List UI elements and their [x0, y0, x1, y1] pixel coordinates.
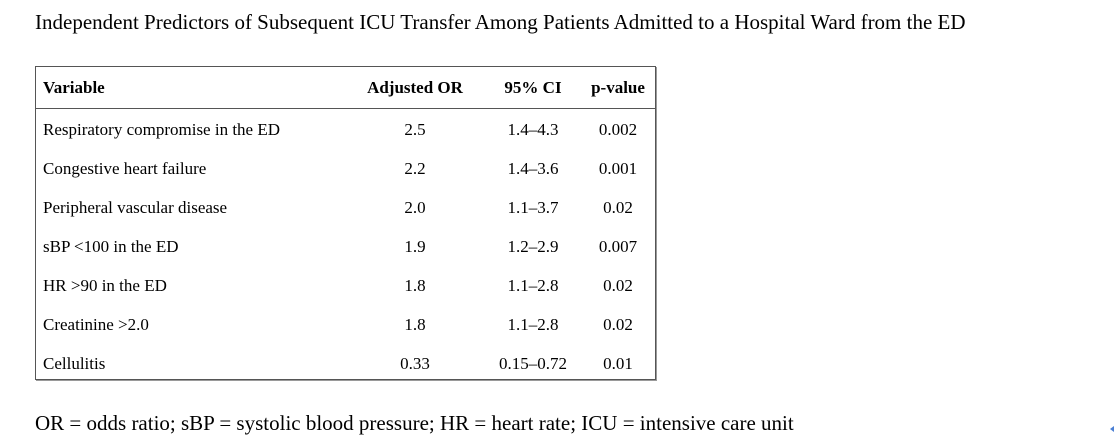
cell-adjusted-or: 2.5	[404, 120, 426, 140]
cell-variable: Peripheral vascular disease	[43, 198, 228, 218]
cell-adjusted-or: 1.9	[404, 237, 426, 257]
header-ci: 95% CI	[485, 67, 581, 109]
table-row: Cellulitis 0.33 0.15–0.72 0.01	[36, 344, 655, 383]
cell-p-value: 0.02	[603, 314, 633, 334]
header-p-value: p-value	[581, 67, 655, 109]
table-title: Independent Predictors of Subsequent ICU…	[35, 10, 966, 34]
cell-adjusted-or: 1.8	[404, 276, 426, 295]
cell-p-value: 0.002	[598, 120, 638, 140]
cell-adjusted-or: 0.33	[400, 353, 430, 373]
cell-p-value: 0.001	[598, 159, 638, 179]
cell-p-value: 0.01	[603, 353, 633, 373]
table-footnote: OR = odds ratio; sBP = systolic blood pr…	[35, 411, 794, 435]
cell-variable: Cellulitis	[43, 353, 106, 373]
table-row: sBP <100 in the ED 1.9 1.2–2.9 0.007	[36, 228, 655, 267]
cell-ci: 1.1–3.7	[507, 198, 559, 218]
table-row: HR >90 in the ED 1.8 1.1–2.8 0.02	[36, 267, 655, 306]
cell-adjusted-or: 2.2	[404, 159, 426, 179]
cell-adjusted-or: 2.0	[404, 198, 426, 218]
cell-variable: Respiratory compromise in the ED	[43, 120, 281, 140]
cell-ci: 1.4–4.3	[507, 120, 559, 140]
cell-p-value: 0.007	[598, 237, 638, 257]
cell-variable: Creatinine >2.0	[43, 314, 149, 334]
cell-variable: Congestive heart failure	[43, 159, 207, 179]
cell-ci: 1.2–2.9	[507, 237, 559, 257]
table-row: Congestive heart failure 2.2 1.4–3.6 0.0…	[36, 150, 655, 189]
cell-ci: 1.1–2.8	[507, 314, 559, 334]
cell-variable: HR >90 in the ED	[43, 276, 167, 295]
table-row: Respiratory compromise in the ED 2.5 1.4…	[36, 109, 655, 150]
cell-p-value: 0.02	[603, 198, 633, 218]
header-variable: Variable	[36, 67, 345, 109]
header-row: Variable Adjusted OR 95% CI p-value	[36, 67, 655, 109]
header-adjusted-or: Adjusted OR	[345, 67, 485, 109]
cell-ci: 1.4–3.6	[507, 159, 559, 179]
cell-variable: sBP <100 in the ED	[43, 237, 179, 257]
table-row: Peripheral vascular disease 2.0 1.1–3.7 …	[36, 189, 655, 228]
table-row: Creatinine >2.0 1.8 1.1–2.8 0.02	[36, 305, 655, 344]
cell-ci: 1.1–2.8	[507, 276, 559, 295]
scroll-arrow-icon[interactable]	[1110, 426, 1114, 432]
predictors-table: Variable Adjusted OR 95% CI p-value Resp…	[35, 66, 656, 380]
cell-adjusted-or: 1.8	[404, 314, 426, 334]
cell-ci: 0.15–0.72	[499, 353, 567, 373]
cell-p-value: 0.02	[603, 276, 633, 295]
data-table: Variable Adjusted OR 95% CI p-value Resp…	[36, 67, 655, 383]
